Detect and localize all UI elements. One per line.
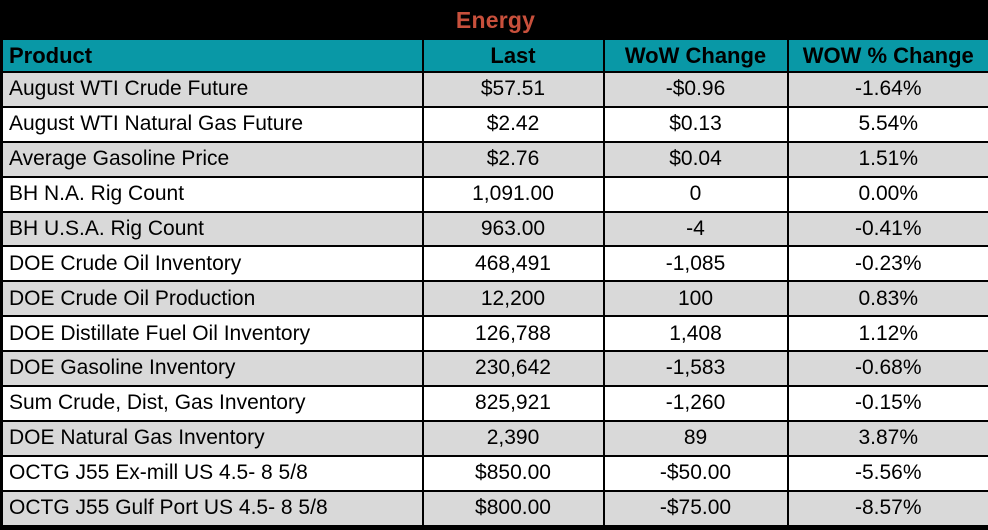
wow-pct-change-cell: -0.41%	[786, 210, 988, 248]
product-cell: BH N.A. Rig Count	[0, 175, 424, 213]
last-cell: 12,200	[421, 280, 605, 318]
wow-pct-change-cell: 0.83%	[786, 280, 988, 318]
wow-pct-change-cell: 1.12%	[786, 315, 988, 352]
wow-pct-change-cell: 5.54%	[786, 105, 988, 143]
wow-change-cell: -1,260	[602, 384, 789, 422]
wow-pct-change-cell: -5.56%	[786, 454, 988, 492]
wow-change-cell: $0.13	[602, 105, 789, 143]
last-cell: 468,491	[421, 245, 605, 283]
last-cell: $57.51	[421, 71, 605, 108]
last-cell: $850.00	[421, 454, 605, 492]
wow-change-cell: -1,085	[602, 245, 789, 283]
product-cell: DOE Natural Gas Inventory	[0, 419, 424, 457]
table-row: DOE Gasoline Inventory 230,642 -1,583 -0…	[0, 350, 988, 387]
wow-change-cell: -$75.00	[602, 489, 789, 529]
product-cell: OCTG J55 Ex-mill US 4.5- 8 5/8	[0, 454, 424, 492]
wow-change-cell: 100	[602, 280, 789, 318]
product-cell: Average Gasoline Price	[0, 140, 424, 178]
last-cell: $2.42	[421, 105, 605, 143]
table-row: OCTG J55 Ex-mill US 4.5- 8 5/8 $850.00 -…	[0, 454, 988, 492]
wow-change-cell: -$50.00	[602, 454, 789, 492]
product-cell: BH U.S.A. Rig Count	[0, 210, 424, 248]
table-row: August WTI Crude Future $57.51 -$0.96 -1…	[0, 71, 988, 108]
table-row: DOE Distillate Fuel Oil Inventory 126,78…	[0, 315, 988, 352]
wow-pct-change-cell: -0.68%	[786, 350, 988, 387]
wow-pct-change-cell: -8.57%	[786, 489, 988, 529]
product-cell: DOE Crude Oil Inventory	[0, 245, 424, 283]
product-cell: OCTG J55 Gulf Port US 4.5- 8 5/8	[0, 489, 424, 529]
column-header-product: Product	[0, 38, 424, 73]
wow-pct-change-cell: -1.64%	[786, 71, 988, 108]
wow-pct-change-cell: 0.00%	[786, 175, 988, 213]
product-cell: DOE Crude Oil Production	[0, 280, 424, 318]
last-cell: 963.00	[421, 210, 605, 248]
wow-change-cell: -4	[602, 210, 789, 248]
product-cell: August WTI Natural Gas Future	[0, 105, 424, 143]
last-cell: 230,642	[421, 350, 605, 387]
product-cell: DOE Gasoline Inventory	[0, 350, 424, 387]
table-title: Energy	[0, 0, 988, 40]
product-cell: DOE Distillate Fuel Oil Inventory	[0, 315, 424, 352]
last-cell: 126,788	[421, 315, 605, 352]
wow-change-cell: -$0.96	[602, 71, 789, 108]
product-cell: August WTI Crude Future	[0, 71, 424, 108]
table-row: BH U.S.A. Rig Count 963.00 -4 -0.41%	[0, 210, 988, 248]
table-row: DOE Crude Oil Production 12,200 100 0.83…	[0, 280, 988, 318]
wow-change-cell: $0.04	[602, 140, 789, 178]
column-header-wow-pct-change: WOW % Change	[786, 38, 988, 73]
table-row: DOE Natural Gas Inventory 2,390 89 3.87%	[0, 419, 988, 457]
table-row: BH N.A. Rig Count 1,091.00 0 0.00%	[0, 175, 988, 213]
table-row: August WTI Natural Gas Future $2.42 $0.1…	[0, 105, 988, 143]
table-header-row: Product Last WoW Change WOW % Change	[0, 38, 988, 73]
table-row: DOE Crude Oil Inventory 468,491 -1,085 -…	[0, 245, 988, 283]
column-header-last: Last	[421, 38, 605, 73]
wow-change-cell: -1,583	[602, 350, 789, 387]
table-row: OCTG J55 Gulf Port US 4.5- 8 5/8 $800.00…	[0, 489, 988, 529]
last-cell: 825,921	[421, 384, 605, 422]
last-cell: $800.00	[421, 489, 605, 529]
table-row: Average Gasoline Price $2.76 $0.04 1.51%	[0, 140, 988, 178]
wow-pct-change-cell: -0.15%	[786, 384, 988, 422]
wow-pct-change-cell: 3.87%	[786, 419, 988, 457]
wow-pct-change-cell: -0.23%	[786, 245, 988, 283]
column-header-wow-change: WoW Change	[602, 38, 789, 73]
last-cell: $2.76	[421, 140, 605, 178]
wow-change-cell: 0	[602, 175, 789, 213]
table-row: Sum Crude, Dist, Gas Inventory 825,921 -…	[0, 384, 988, 422]
last-cell: 2,390	[421, 419, 605, 457]
table-title-row: Energy	[0, 0, 988, 40]
wow-change-cell: 89	[602, 419, 789, 457]
wow-change-cell: 1,408	[602, 315, 789, 352]
last-cell: 1,091.00	[421, 175, 605, 213]
wow-pct-change-cell: 1.51%	[786, 140, 988, 178]
product-cell: Sum Crude, Dist, Gas Inventory	[0, 384, 424, 422]
